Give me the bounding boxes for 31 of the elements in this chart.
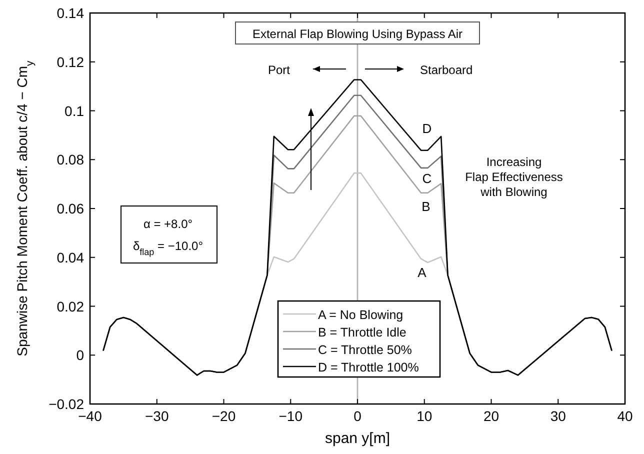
annotation: Starboard (420, 63, 473, 77)
x-tick-label: 30 (550, 408, 566, 424)
legend-label: D = Throttle 100% (318, 360, 419, 374)
x-tick-label: 0 (354, 408, 362, 424)
annotation: Increasing Flap Effectiveness with Blowing (465, 155, 563, 199)
annotation: B (422, 199, 430, 214)
legend-label: C = Throttle 50% (318, 343, 412, 357)
legend-label: B = Throttle Idle (318, 326, 406, 340)
annotation: α = +8.0° (143, 217, 193, 231)
x-tick-label: 20 (483, 408, 500, 424)
x-tick-label: 10 (416, 408, 432, 424)
y-tick-label: 0.08 (56, 152, 84, 168)
y-tick-label: 0.14 (56, 5, 84, 21)
annotation: External Flap Blowing Using Bypass Air (252, 27, 463, 41)
annotation: A (418, 265, 427, 280)
annotation: D (422, 121, 432, 136)
y-tick-label: 0.12 (56, 54, 84, 70)
y-tick-label: 0.06 (56, 200, 84, 216)
x-tick-label: −30 (145, 408, 169, 424)
annotation: Port (268, 63, 291, 77)
y-tick-label: 0 (76, 347, 84, 364)
y-tick-label: 0.02 (56, 298, 84, 314)
x-tick-label: −10 (278, 408, 303, 424)
x-tick-label: 40 (617, 408, 633, 424)
annotation: C (422, 171, 432, 186)
x-axis-title: span y[m] (324, 430, 390, 447)
y-tick-label: 0.1 (64, 102, 84, 119)
annotation: δ$_{flap}$ = −10.0° (132, 239, 204, 257)
legend-label: A = No Blowing (318, 308, 404, 322)
x-tick-label: −20 (212, 408, 236, 424)
y-tick-label: 0.04 (56, 249, 84, 266)
